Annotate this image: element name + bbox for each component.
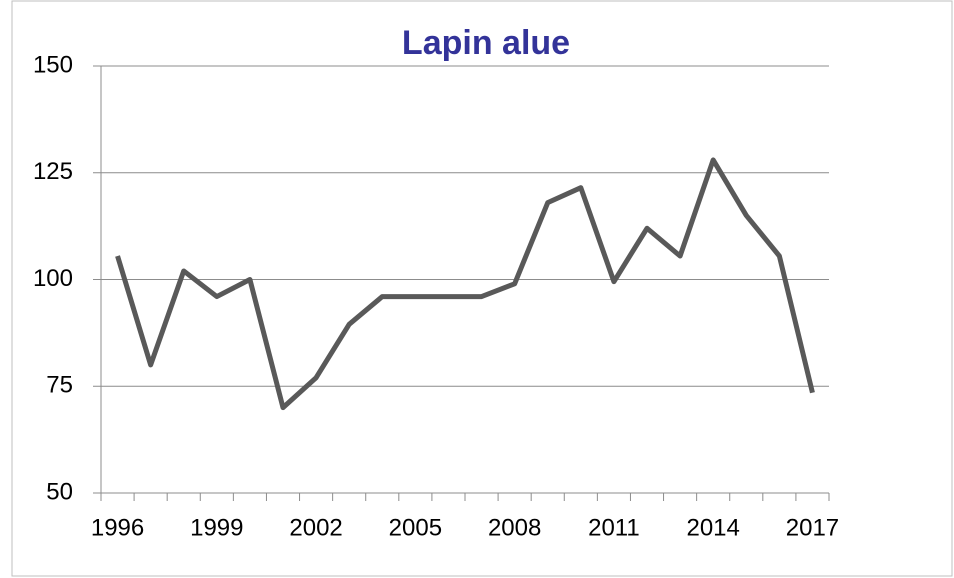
y-tick-label: 125 [33,158,73,185]
chart-border [11,0,953,577]
x-tick-label: 1999 [190,514,243,541]
x-tick-label: 2017 [786,514,839,541]
chart-title: Lapin alue [402,24,570,62]
y-tick-label: 75 [46,372,73,399]
y-tick-label: 150 [33,51,73,78]
y-tick-label: 50 [46,478,73,505]
y-tick-label: 100 [33,265,73,292]
x-tick-label: 2011 [588,514,640,541]
data-line [115,157,815,411]
x-tick-label: 2005 [389,514,442,541]
x-tick-label: 1996 [91,514,144,541]
x-tick-label: 2008 [488,514,541,541]
x-tick-label: 2002 [289,514,342,541]
x-tick-label: 2014 [686,514,739,541]
